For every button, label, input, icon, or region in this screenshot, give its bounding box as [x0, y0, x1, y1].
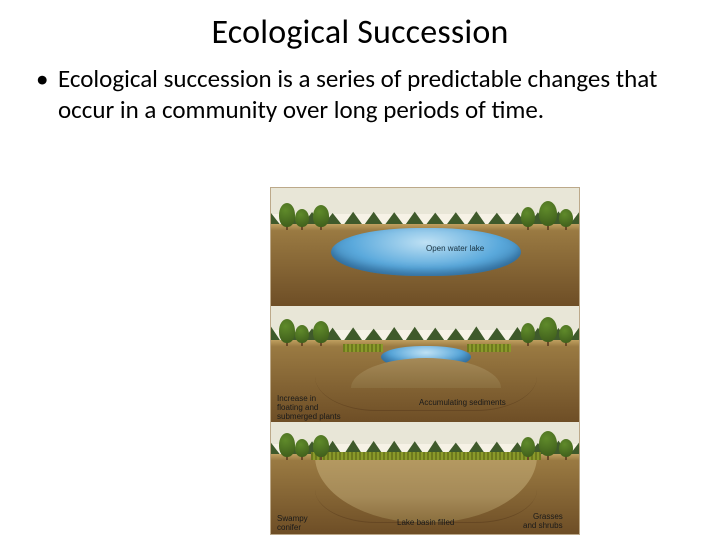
tree-icon [313, 434, 329, 460]
tree-icon [295, 324, 309, 346]
tree-icon [313, 320, 329, 346]
tree-icon [521, 436, 535, 460]
bullet-text: Ecological succession is a series of pre… [58, 63, 684, 126]
slide-title: Ecological Succession [0, 12, 720, 53]
bullet-dot: • [36, 63, 58, 94]
diagram-panel-stage-1: Open water lake [271, 188, 579, 306]
tree-icon [539, 316, 557, 346]
diagram-label: floating and [277, 403, 318, 412]
tree-icon [521, 206, 535, 230]
tree-icon [313, 204, 329, 230]
tree-icon [559, 438, 573, 460]
diagram-panel-stage-3: Swampyconifer Lake basin filled Grassesand… [271, 422, 579, 534]
diagram-label: Accumulating sediments [419, 398, 506, 407]
marsh-vegetation [311, 452, 541, 460]
diagram-label: Increase in [277, 394, 316, 403]
marsh-vegetation [343, 344, 383, 352]
tree-icon [559, 324, 573, 346]
diagram-label: and shrubs [523, 521, 563, 530]
marsh-vegetation [467, 344, 511, 352]
diagram-label: Open water lake [426, 244, 484, 253]
diagram-panel-stage-2: Increase infloating andsubmerged plants A… [271, 306, 579, 422]
diagram-label: conifer [277, 523, 301, 532]
tree-icon [539, 430, 557, 460]
tree-icon [539, 200, 557, 230]
bullet-item: • Ecological succession is a series of p… [36, 63, 684, 126]
tree-icon [279, 202, 295, 230]
diagram-label: Swampy [277, 514, 308, 523]
diagram-label: submerged plants [277, 412, 341, 421]
tree-icon [295, 208, 309, 230]
tree-icon [279, 318, 295, 346]
succession-diagram: Open water lake Increase infloating andsu… [270, 187, 580, 535]
diagram-label: Grasses [533, 512, 563, 521]
slide: Ecological Succession • Ecological succe… [0, 12, 720, 540]
tree-icon [521, 322, 535, 346]
tree-icon [559, 208, 573, 230]
tree-icon [279, 432, 295, 460]
tree-icon [295, 438, 309, 460]
diagram-label: Lake basin filled [397, 518, 454, 527]
basin-outline [315, 456, 537, 523]
slide-body: • Ecological succession is a series of p… [0, 63, 720, 126]
